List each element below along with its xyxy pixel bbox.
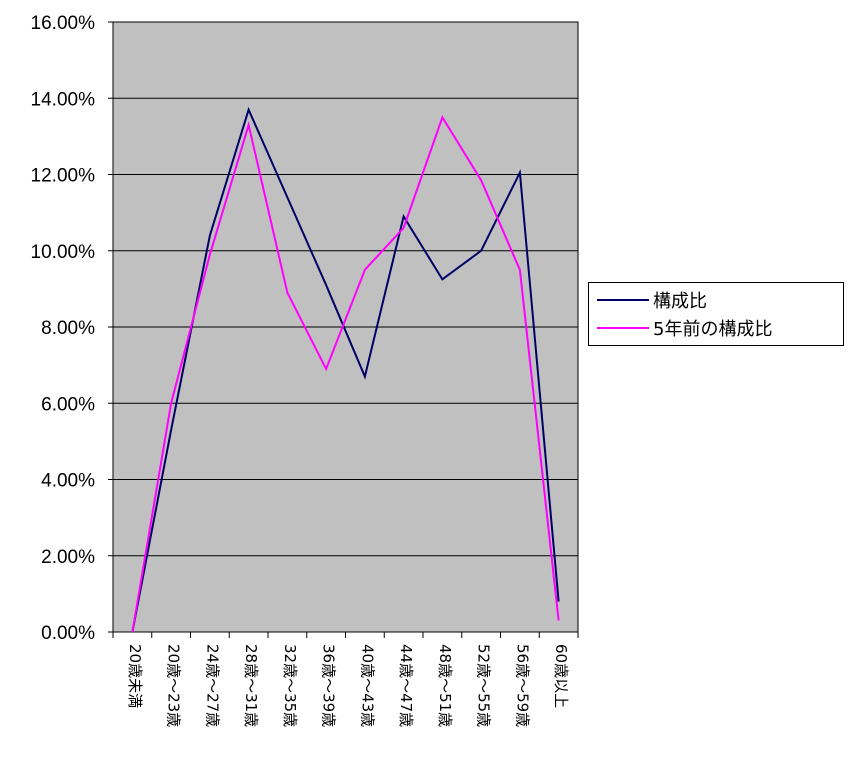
y-tick-label: 6.00%: [41, 394, 95, 415]
series-line-2: [131, 115, 560, 633]
x-tick-label: 28歳～31歳: [242, 644, 260, 727]
x-tick-label: 20歳未満: [126, 644, 144, 708]
y-tick-label: 4.00%: [41, 471, 95, 492]
y-tick-label: 8.00%: [41, 318, 95, 339]
x-tick-label: 56歳～59歳: [513, 644, 531, 727]
x-tick-label: 32歳～35歳: [281, 644, 299, 727]
x-tick-label: 44歳～47歳: [397, 644, 415, 727]
x-axis: 20歳未満 20歳～23歳 24歳～27歳 28歳～31歳 32歳～35歳 36歳～39歳…: [112, 632, 579, 727]
y-tick-label: 0.00%: [41, 623, 95, 644]
legend-label-series-2: 5年前の構成比: [653, 319, 773, 340]
y-tick-label: 16.00%: [31, 13, 96, 34]
y-axis: 0.00% 2.00% 4.00% 6.00% 8.00% 10.00% 12.00% 14.…: [31, 13, 113, 644]
x-tick-label: 48歳～51歳: [436, 644, 454, 727]
x-tick-label: 24歳～27歳: [203, 644, 221, 727]
legend-item-series-2: 5年前の構成比: [597, 315, 772, 341]
series-lines: [131, 106, 560, 633]
y-tick-label: 10.00%: [31, 242, 96, 263]
legend-swatch-series-1: [597, 299, 649, 301]
x-tick-label: 36歳～39歳: [320, 644, 338, 727]
legend: 構成比 5年前の構成比: [588, 282, 844, 346]
x-tick-label: 40歳～43歳: [358, 644, 376, 727]
legend-label-series-1: 構成比: [653, 291, 707, 312]
x-tick-label: 60歳以上: [552, 644, 570, 708]
legend-swatch-series-2: [597, 327, 649, 329]
y-tick-label: 12.00%: [31, 166, 96, 187]
y-tick-label: 14.00%: [31, 89, 96, 110]
series-line-1: [131, 106, 560, 633]
x-tick-label: 20歳～23歳: [165, 644, 183, 727]
gridlines: [113, 97, 578, 557]
x-tick-label: 52歳～55歳: [475, 644, 493, 727]
legend-item-series-1: 構成比: [597, 287, 707, 313]
y-tick-label: 2.00%: [41, 547, 95, 568]
